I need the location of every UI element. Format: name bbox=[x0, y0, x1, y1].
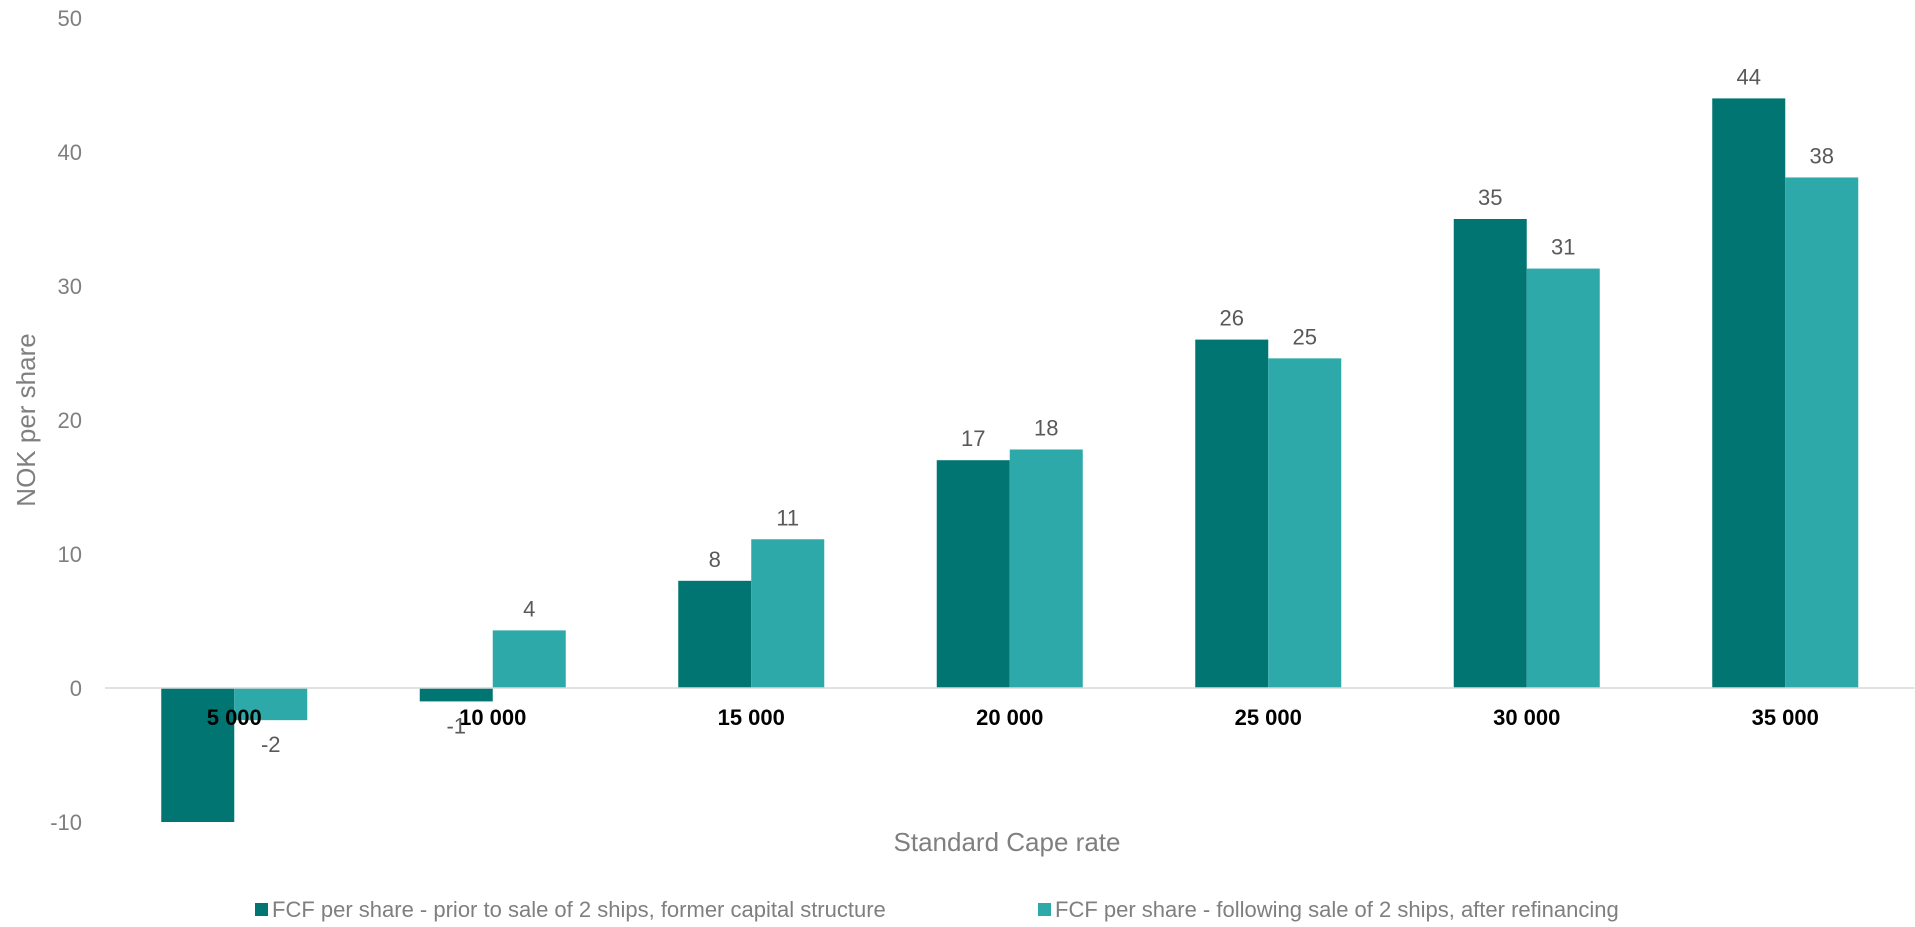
bar-series-1-3 bbox=[678, 580, 752, 688]
bar-series-2-7 bbox=[1785, 177, 1859, 688]
y-tick-label: 50 bbox=[58, 6, 82, 31]
x-tick-label: 30 000 bbox=[1493, 705, 1560, 730]
bar-series-1-7 bbox=[1712, 98, 1786, 688]
data-label-series-2-3: 11 bbox=[776, 505, 799, 530]
bar-series-2-1 bbox=[234, 688, 308, 721]
bar-series-1-2 bbox=[419, 688, 493, 702]
y-axis-ticks: -10 0 10 20 30 40 50 bbox=[50, 6, 82, 835]
legend-swatch-series-2 bbox=[1038, 903, 1051, 916]
y-tick-label: 10 bbox=[58, 542, 82, 567]
legend-label-series-1: FCF per share - prior to sale of 2 ships… bbox=[272, 897, 886, 922]
data-label-series-1-4: 17 bbox=[961, 426, 985, 451]
bar-series-2-4 bbox=[1009, 449, 1083, 688]
y-tick-label: -10 bbox=[50, 810, 82, 835]
y-tick-label: 20 bbox=[58, 408, 82, 433]
y-tick-label: 40 bbox=[58, 140, 82, 165]
y-tick-label: 30 bbox=[58, 274, 82, 299]
bar-series-1-4 bbox=[936, 460, 1010, 688]
x-tick-label: 20 000 bbox=[976, 705, 1043, 730]
bar-series-2-6 bbox=[1526, 268, 1600, 688]
data-labels: -1 8 17 26 35 44 -2 4 11 18 25 31 38 bbox=[261, 64, 1834, 757]
data-label-series-2-4: 18 bbox=[1034, 415, 1058, 440]
x-tick-label: 35 000 bbox=[1752, 705, 1819, 730]
data-label-series-2-5: 25 bbox=[1293, 324, 1317, 349]
data-label-series-2-1: -2 bbox=[261, 732, 281, 757]
bar-series-1-6 bbox=[1453, 219, 1527, 688]
y-tick-label: 0 bbox=[70, 676, 82, 701]
data-label-series-1-6: 35 bbox=[1478, 185, 1502, 210]
data-label-series-2-6: 31 bbox=[1551, 235, 1575, 260]
y-axis-title: NOK per share bbox=[11, 333, 41, 506]
legend: FCF per share - prior to sale of 2 ships… bbox=[255, 897, 1619, 922]
data-label-series-1-3: 8 bbox=[709, 547, 721, 572]
x-tick-label: 5 000 bbox=[207, 705, 262, 730]
x-axis-ticks: 5 000 10 000 15 000 20 000 25 000 30 000 35 00… bbox=[207, 705, 1819, 730]
legend-label-series-2: FCF per share - following sale of 2 ship… bbox=[1055, 897, 1619, 922]
data-label-series-1-5: 26 bbox=[1220, 306, 1244, 331]
x-tick-label: 15 000 bbox=[718, 705, 785, 730]
bar-series-2-2 bbox=[492, 630, 566, 688]
x-tick-label: 10 000 bbox=[459, 705, 526, 730]
data-label-series-2-7: 38 bbox=[1810, 143, 1834, 168]
data-label-series-2-2: 4 bbox=[523, 596, 535, 621]
bar-series-2-3 bbox=[751, 539, 825, 688]
x-tick-label: 25 000 bbox=[1235, 705, 1302, 730]
x-axis-title: Standard Cape rate bbox=[894, 827, 1121, 857]
data-label-series-1-7: 44 bbox=[1737, 64, 1761, 89]
legend-swatch-series-1 bbox=[255, 903, 268, 916]
bar-series-2-5 bbox=[1268, 358, 1342, 688]
data-label-series-1-2: -1 bbox=[446, 713, 466, 738]
bar-series-1-1 bbox=[161, 688, 235, 822]
bars-layer bbox=[161, 98, 1859, 822]
bar-series-1-5 bbox=[1195, 339, 1269, 688]
